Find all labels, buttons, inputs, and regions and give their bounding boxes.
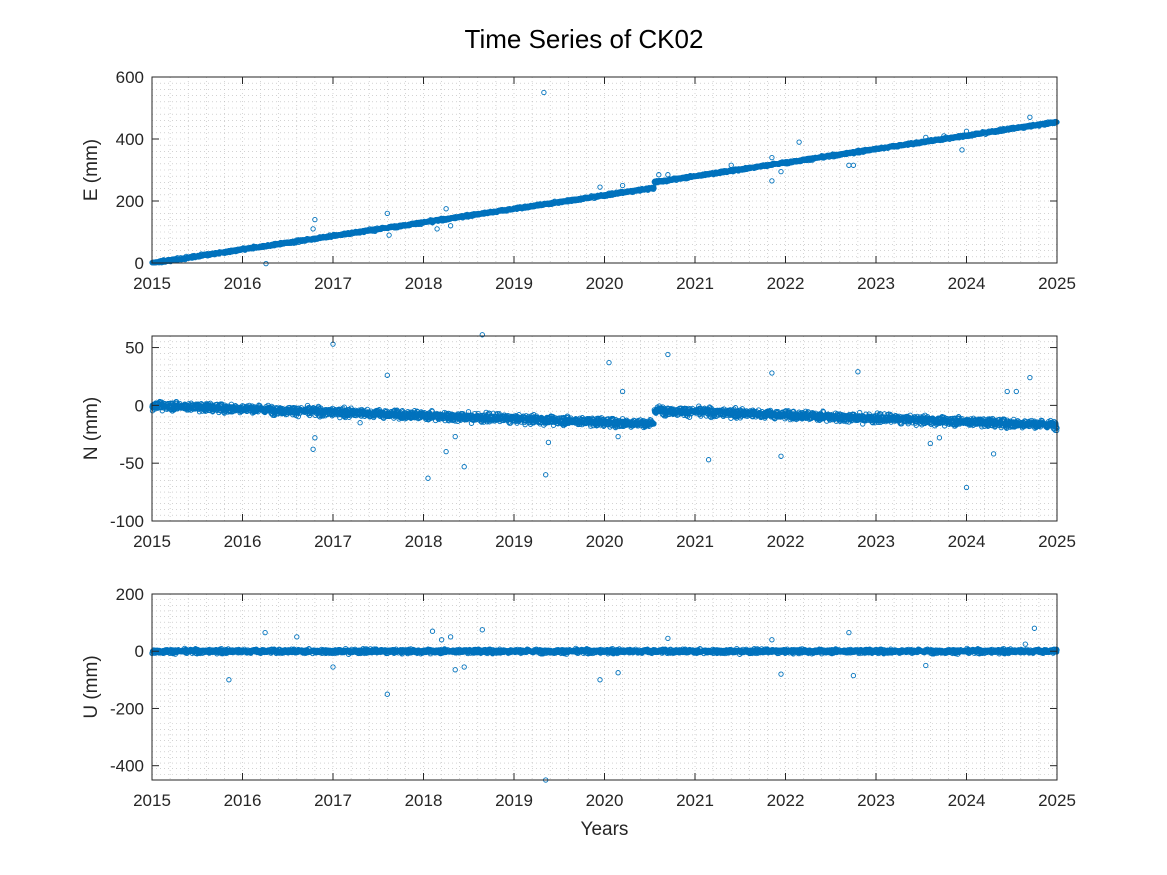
x-tick-label: 2022 xyxy=(767,274,805,293)
y-tick-label: 600 xyxy=(116,68,144,87)
subplot-n: 2015 2016 2017 2018 2019 2020 2021 2022 2023 2024… xyxy=(81,332,1076,551)
x-tick-label: 2018 xyxy=(405,274,443,293)
y-tick-label: 200 xyxy=(116,192,144,211)
y-tick-label: 400 xyxy=(116,130,144,149)
x-tick-label: 2024 xyxy=(948,274,986,293)
x-tick-label: 2017 xyxy=(314,274,352,293)
data-series xyxy=(149,89,1060,267)
x-tick-label: 2019 xyxy=(495,274,533,293)
x-tick-label: 2023 xyxy=(857,274,895,293)
y-tick-label: 0 xyxy=(135,254,144,273)
x-tick-label: 2020 xyxy=(586,274,624,293)
figure-title: Time Series of CK02 xyxy=(465,24,704,54)
x-tick-label: 2021 xyxy=(676,274,714,293)
y-axis-label: E (mm) xyxy=(81,139,102,201)
subplots: 2015 2016 2017 2018 2019 2020 2021 2022 2023 2024… xyxy=(81,68,1076,840)
x-tick-label: 2015 xyxy=(133,274,171,293)
x-tick-label: 2025 xyxy=(1038,274,1076,293)
x-tick-label: 2016 xyxy=(224,274,262,293)
subplot-e: 2015 2016 2017 2018 2019 2020 2021 2022 2023 2024… xyxy=(81,68,1076,293)
